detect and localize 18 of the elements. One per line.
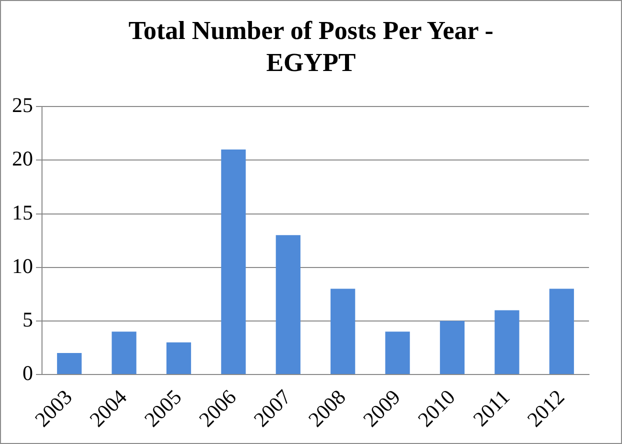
bar <box>440 320 465 374</box>
bar <box>57 353 82 374</box>
bar <box>112 332 136 374</box>
bar <box>221 149 246 374</box>
y-tick-label: 0 <box>22 361 33 385</box>
bar <box>166 342 192 374</box>
bar <box>494 310 520 374</box>
y-tick-label: 20 <box>12 146 33 171</box>
bar <box>549 288 574 374</box>
y-tick-label: 5 <box>22 307 33 332</box>
x-tick-label: 2011 <box>468 384 514 431</box>
y-tick-label: 15 <box>12 200 33 224</box>
bar <box>276 235 300 374</box>
y-tick-label: 10 <box>12 254 33 278</box>
bar <box>385 332 410 374</box>
bar <box>330 288 356 374</box>
chart-title: Total Number of Posts Per Year - EGYPT <box>128 15 494 79</box>
y-tick-label: 25 <box>12 93 33 118</box>
